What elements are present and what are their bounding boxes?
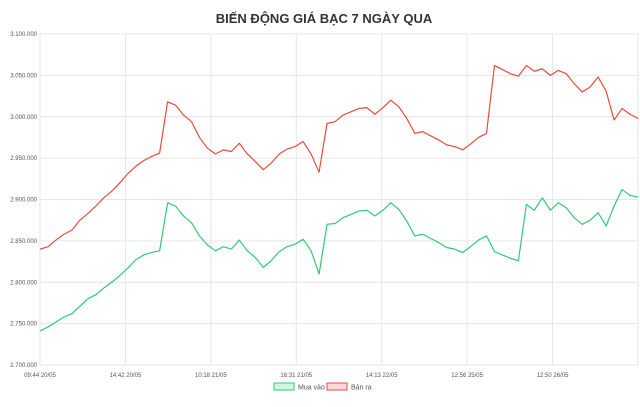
y-tick-label: 2.950.000 — [10, 156, 37, 162]
chart-title: BIẾN ĐỘNG GIÁ BẠC 7 NGÀY QUA — [216, 11, 433, 26]
y-tick-label: 3.100.000 — [10, 32, 37, 38]
grid — [39, 33, 639, 366]
x-tick-label: 16:31 21/05 — [280, 373, 312, 379]
legend-item-ban-ra[interactable]: Bán ra — [326, 382, 372, 392]
y-tick-label: 2.900.000 — [10, 198, 37, 204]
series-lines — [39, 64, 639, 332]
x-tick-label: 14:42 20/05 — [110, 373, 142, 379]
legend-label: Mua vào — [298, 385, 325, 392]
y-tick-label: 2.850.000 — [10, 239, 37, 245]
x-axis-ticks: 09:44 20/05 14:42 20/05 10:18 21/05 16:31 2… — [24, 373, 569, 379]
x-tick-label: 12:50 26/05 — [537, 373, 569, 379]
legend-swatch — [326, 382, 348, 391]
x-tick-label: 10:18 21/05 — [195, 373, 227, 379]
y-tick-label: 3.050.000 — [10, 73, 37, 79]
x-tick-label: 09:44 20/05 — [24, 373, 56, 379]
x-tick-label: 12:56 25/05 — [451, 373, 483, 379]
y-tick-label: 2.750.000 — [10, 322, 37, 328]
series-line-mua-vao — [39, 188, 639, 332]
legend-item-mua-vao[interactable]: Mua vào — [273, 382, 325, 392]
legend-swatch — [273, 382, 295, 391]
series-line-ban-ra — [39, 64, 639, 250]
y-tick-label: 2.800.000 — [10, 280, 37, 286]
x-tick-label: 14:13 22/05 — [366, 373, 398, 379]
legend[interactable]: Mua vào Bán ra — [273, 382, 372, 392]
y-tick-label: 2.700.000 — [10, 363, 37, 369]
legend-label: Bán ra — [351, 385, 372, 392]
y-axis-ticks: 3.100.000 3.050.000 3.000.000 2.950.000 2.90… — [10, 32, 37, 369]
y-tick-label: 3.000.000 — [10, 115, 37, 121]
